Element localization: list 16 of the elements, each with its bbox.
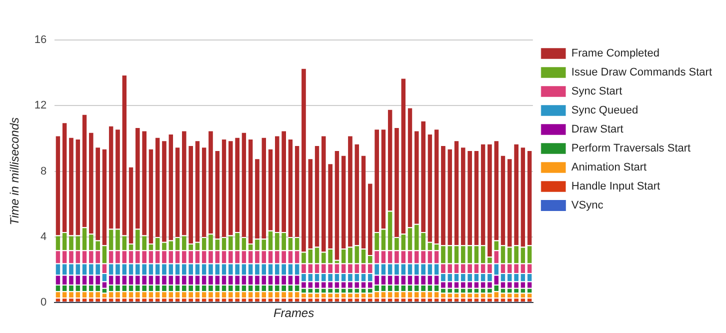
y-axis-title: Time in milliseconds xyxy=(8,117,22,226)
legend-label: Issue Draw Commands Start xyxy=(571,66,712,79)
y-tick-label: 4 xyxy=(40,230,47,243)
y-tick-label: 0 xyxy=(40,296,47,309)
legend-label: VSync xyxy=(571,200,604,212)
legend-label: Frame Completed xyxy=(571,48,660,60)
y-tick-label: 8 xyxy=(40,165,47,178)
legend-label: Sync Queued xyxy=(571,104,638,117)
legend-label: Sync Start xyxy=(571,86,622,98)
x-axis-title: Frames xyxy=(273,306,314,320)
legend-label: Perform Traversals Start xyxy=(571,142,691,155)
legend-label: Draw Start xyxy=(571,124,624,136)
y-tick-label: 12 xyxy=(34,100,47,112)
legend-label: Handle Input Start xyxy=(571,180,660,193)
legend-label: Animation Start xyxy=(571,162,647,174)
y-tick-label: 16 xyxy=(34,34,47,46)
